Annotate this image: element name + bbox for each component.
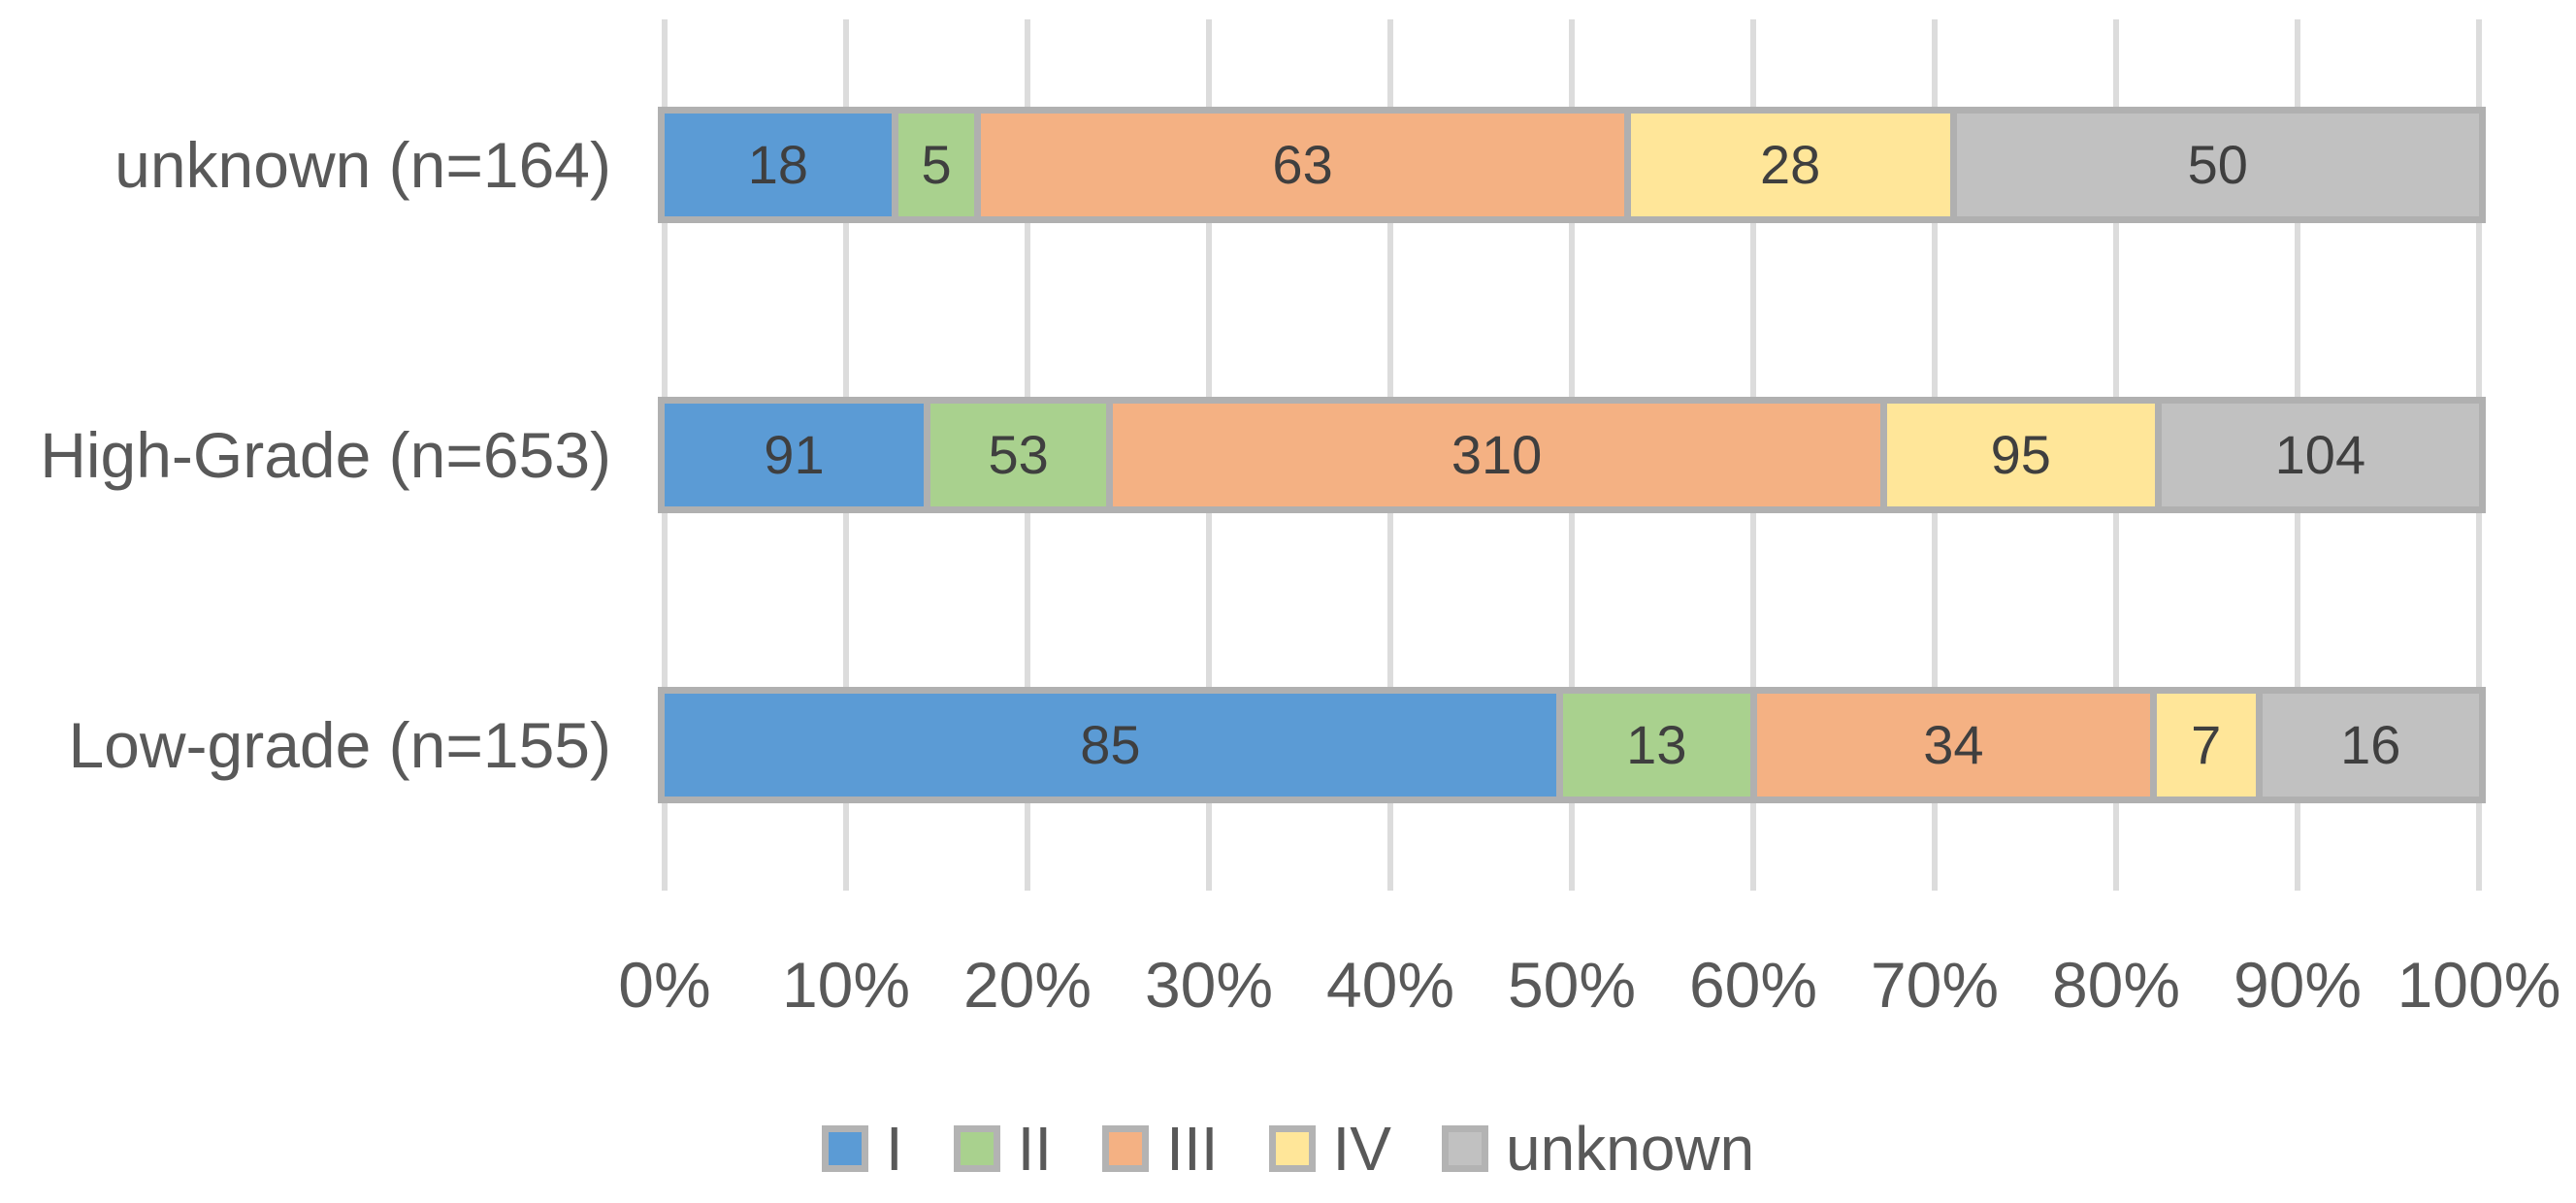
data-label: 5 <box>921 133 952 195</box>
x-axis-tick-label: 50% <box>1507 949 1637 1021</box>
data-label: 63 <box>1272 133 1333 195</box>
legend-swatch-I <box>821 1125 868 1172</box>
data-label: 85 <box>1080 714 1141 776</box>
legend-swatch-unknown <box>1441 1125 1488 1172</box>
legend-label: I <box>885 1114 903 1184</box>
bar-segment-IV: 7 <box>2156 694 2256 797</box>
legend-item-IV: IV <box>1268 1114 1391 1184</box>
legend-label: unknown <box>1505 1114 1755 1184</box>
bar-segment-III: 63 <box>981 113 1624 216</box>
legend-swatch-II <box>953 1125 1000 1172</box>
data-label: 95 <box>1990 424 2051 485</box>
data-label: 310 <box>1451 424 1543 485</box>
legend-label: IV <box>1332 1114 1391 1184</box>
x-axis-tick-label: 20% <box>962 949 1092 1021</box>
x-axis-tick-label: 10% <box>781 949 911 1021</box>
data-label: 13 <box>1626 714 1687 776</box>
x-axis-tick-label: 60% <box>1688 949 1818 1021</box>
legend-item-unknown: unknown <box>1441 1114 1755 1184</box>
bar-segment-IV: 28 <box>1630 113 1950 216</box>
bar-segment-II: 53 <box>929 404 1107 506</box>
x-axis-tick-label: 30% <box>1144 949 1274 1021</box>
bar-segment-unknown: 50 <box>1956 113 2479 216</box>
legend-swatch-IV <box>1268 1125 1316 1172</box>
data-label: 104 <box>2274 424 2366 485</box>
category-label: High-Grade (n=653) <box>40 419 611 491</box>
bar-segment-unknown: 16 <box>2262 694 2480 797</box>
x-axis-tick-label: 90% <box>2233 949 2363 1021</box>
bar-segment-I: 18 <box>665 113 892 216</box>
legend-item-II: II <box>953 1114 1053 1184</box>
legend-label: II <box>1017 1114 1053 1184</box>
category-label: Low-grade (n=155) <box>68 709 611 782</box>
x-axis-tick-label: 100% <box>2397 949 2561 1021</box>
x-axis-tick-label: 0% <box>618 949 711 1021</box>
bar-segment-III: 310 <box>1113 404 1880 506</box>
x-axis-tick-label: 80% <box>2051 949 2181 1021</box>
legend-item-III: III <box>1102 1114 1219 1184</box>
stacked-bar: 18 5 63 28 50 <box>658 106 2486 223</box>
data-label: 16 <box>2340 714 2401 776</box>
category-label: unknown (n=164) <box>114 128 611 201</box>
bar-segment-IV: 95 <box>1886 404 2155 506</box>
legend: I II III IV unknown <box>0 1118 2576 1180</box>
stacked-bar: 85 13 34 7 16 <box>658 687 2486 804</box>
bar-segment-III: 34 <box>1756 694 2150 797</box>
bar-segment-II: 5 <box>897 113 975 216</box>
stacked-bar: 91 53 310 95 104 <box>658 397 2486 513</box>
bar-segment-I: 91 <box>665 404 924 506</box>
legend-swatch-III <box>1102 1125 1150 1172</box>
data-label: 50 <box>2187 133 2248 195</box>
data-label: 91 <box>764 424 825 485</box>
bar-segment-I: 85 <box>665 694 1556 797</box>
legend-item-I: I <box>821 1114 903 1184</box>
bar-segment-II: 13 <box>1562 694 1750 797</box>
x-axis-tick-label: 40% <box>1325 949 1455 1021</box>
data-label: 7 <box>2191 714 2222 776</box>
x-axis-tick-label: 70% <box>1870 949 2000 1021</box>
legend-label: III <box>1166 1114 1219 1184</box>
data-label: 28 <box>1759 133 1821 195</box>
bar-segment-unknown: 104 <box>2161 404 2480 506</box>
data-label: 53 <box>988 424 1049 485</box>
data-label: 18 <box>747 133 808 195</box>
data-label: 34 <box>1923 714 1984 776</box>
